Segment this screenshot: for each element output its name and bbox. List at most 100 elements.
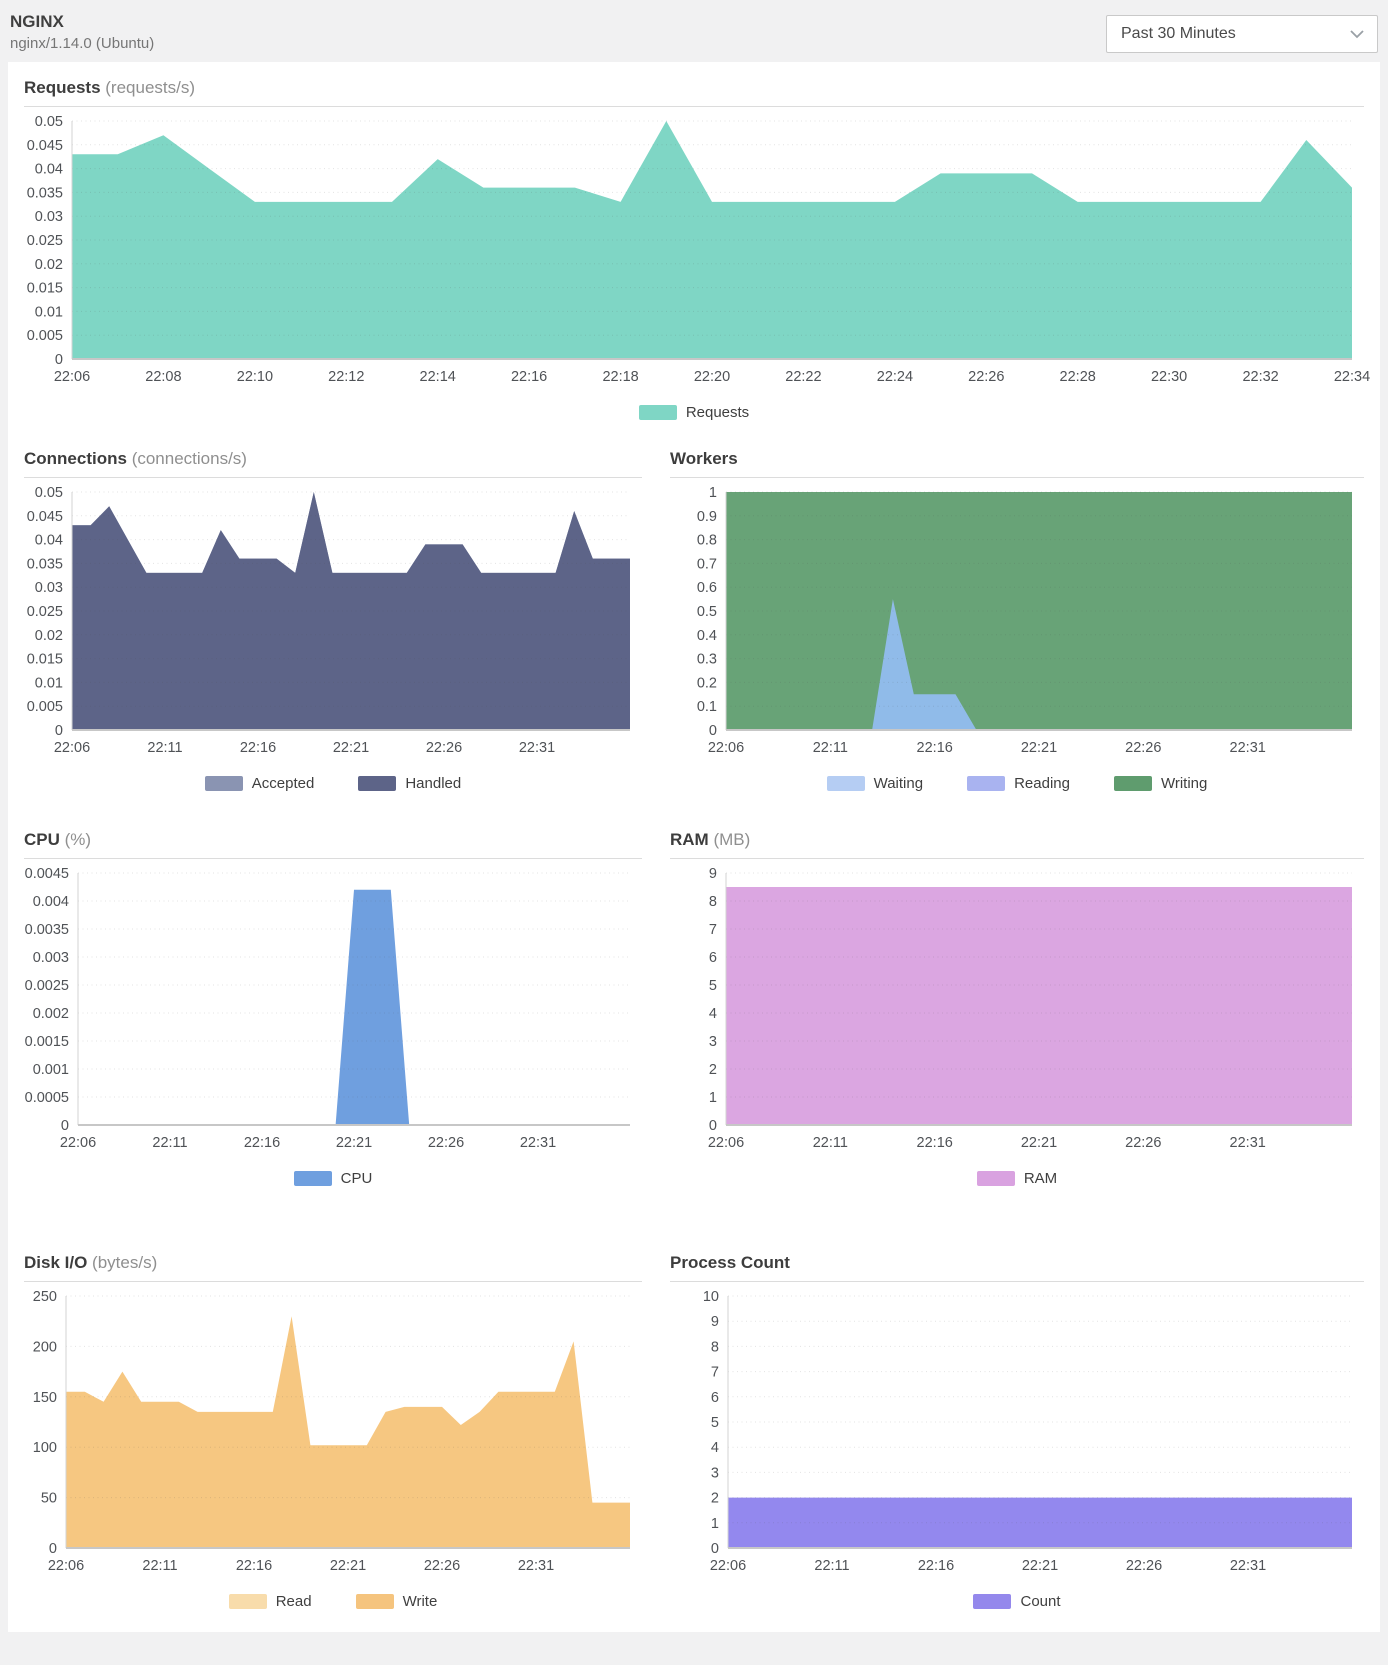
svg-text:0.2: 0.2 xyxy=(697,675,717,691)
svg-text:22:18: 22:18 xyxy=(602,369,638,385)
svg-text:8: 8 xyxy=(709,894,717,910)
legend-swatch xyxy=(228,1593,267,1609)
svg-text:22:11: 22:11 xyxy=(147,740,182,756)
workers-chart-legend: Waiting Reading Writing xyxy=(670,774,1364,792)
svg-text:0: 0 xyxy=(49,1541,57,1557)
legend-item-waiting[interactable]: Waiting xyxy=(826,774,924,792)
svg-text:10: 10 xyxy=(703,1289,719,1305)
svg-text:22:20: 22:20 xyxy=(694,369,730,385)
ram-chart-section: RAM (MB) 9 8 7 6 5 4 3 2 1 0 22:06 22:11 22:16 22:21 2… xyxy=(670,826,1364,1197)
svg-text:2: 2 xyxy=(711,1491,719,1507)
svg-text:5: 5 xyxy=(709,978,717,994)
process-count-chart-legend: Count xyxy=(670,1592,1364,1610)
disk-io-chart-legend: Read Write xyxy=(24,1592,642,1610)
svg-text:22:16: 22:16 xyxy=(917,740,953,756)
svg-text:22:06: 22:06 xyxy=(48,1558,84,1574)
svg-text:22:11: 22:11 xyxy=(814,1558,849,1574)
ram-chart-legend: RAM xyxy=(670,1169,1364,1187)
svg-text:22:16: 22:16 xyxy=(236,1558,272,1574)
legend-item-writing[interactable]: Writing xyxy=(1113,775,1207,792)
app-subtitle: nginx/1.14.0 (Ubuntu) xyxy=(10,35,155,52)
chevron-down-icon xyxy=(1350,29,1364,39)
legend-item-requests[interactable]: Requests xyxy=(638,404,749,421)
process-count-chart: 10 9 8 7 6 5 4 3 2 1 0 22:06 22:11 22:16 22:21 22:26 22:… xyxy=(670,1288,1364,1578)
legend-item-reading[interactable]: Reading xyxy=(967,775,1070,792)
svg-text:0.002: 0.002 xyxy=(33,1006,69,1022)
legend-swatch xyxy=(976,1170,1015,1186)
legend-item-cpu[interactable]: CPU xyxy=(293,1169,373,1187)
requests-chart-section: Requests (requests/s) 0.05 0.045 0.04 0.035… xyxy=(24,74,1370,421)
svg-text:0.045: 0.045 xyxy=(27,509,63,525)
cpu-chart: 0.0045 0.004 0.0035 0.003 0.0025 0.002 0.0015 0… xyxy=(24,865,642,1155)
chart-title-text: CPU xyxy=(24,830,60,849)
legend-label: Read xyxy=(275,1592,312,1610)
dashboard-panel: Requests (requests/s) 0.05 0.045 0.04 0.035… xyxy=(8,62,1380,1632)
svg-text:6: 6 xyxy=(711,1390,719,1406)
svg-text:22:31: 22:31 xyxy=(518,1558,554,1574)
time-range-select[interactable]: Past 30 Minutes xyxy=(1106,15,1378,53)
svg-text:0.045: 0.045 xyxy=(27,138,63,154)
requests-chart-legend: Requests xyxy=(24,403,1364,421)
legend-item-write[interactable]: Write xyxy=(355,1593,437,1610)
legend-label: Accepted xyxy=(251,774,315,792)
cpu-chart-legend: CPU xyxy=(24,1169,642,1187)
chart-title-text: Disk I/O xyxy=(24,1253,88,1272)
svg-text:0.003: 0.003 xyxy=(33,950,69,966)
svg-text:22:11: 22:11 xyxy=(142,1558,177,1574)
ram-chart: 9 8 7 6 5 4 3 2 1 0 22:06 22:11 22:16 22:21 22:26 22:31 xyxy=(670,865,1364,1155)
legend-label: CPU xyxy=(340,1169,373,1187)
svg-text:1: 1 xyxy=(709,485,717,501)
time-range-value: Past 30 Minutes xyxy=(1121,25,1236,42)
svg-text:5: 5 xyxy=(711,1415,719,1431)
svg-text:0: 0 xyxy=(709,723,717,739)
svg-text:22:16: 22:16 xyxy=(240,740,276,756)
svg-text:0.005: 0.005 xyxy=(27,328,63,344)
svg-text:0.3: 0.3 xyxy=(697,652,717,668)
svg-text:0.0035: 0.0035 xyxy=(25,922,69,938)
legend-item-read[interactable]: Read xyxy=(228,1592,312,1610)
page-header: NGINX nginx/1.14.0 (Ubuntu) Past 30 Minu… xyxy=(0,0,1388,62)
svg-text:22:06: 22:06 xyxy=(54,740,90,756)
svg-text:22:16: 22:16 xyxy=(918,1558,954,1574)
svg-text:9: 9 xyxy=(711,1314,719,1330)
legend-swatch xyxy=(358,775,397,791)
legend-label: Handled xyxy=(405,774,462,792)
legend-item-count[interactable]: Count xyxy=(973,1592,1061,1610)
svg-text:22:22: 22:22 xyxy=(785,369,821,385)
svg-text:22:30: 22:30 xyxy=(1151,369,1187,385)
svg-text:0.03: 0.03 xyxy=(35,580,63,596)
legend-label: Waiting xyxy=(873,774,924,792)
svg-text:0: 0 xyxy=(709,1118,717,1134)
disk-plot: 250 200 150 100 50 022:06 22:11 22:16 22:21 22:26… xyxy=(33,1289,630,1574)
svg-text:0.0005: 0.0005 xyxy=(25,1090,69,1106)
workers-plot: 1 0.9 0.8 0.7 0.6 0.5 0.4 0.3 0.2 0.1 022:06 22:11 2… xyxy=(697,485,1352,756)
svg-text:0.04: 0.04 xyxy=(35,162,63,178)
svg-text:1: 1 xyxy=(709,1090,717,1106)
legend-item-ram[interactable]: RAM xyxy=(976,1170,1057,1187)
connections-plot: 0.05 0.045 0.04 0.035 0.03 0.025 0.02 0.015 0.01… xyxy=(27,485,630,756)
svg-text:22:21: 22:21 xyxy=(1021,1135,1057,1151)
legend-swatch xyxy=(1113,775,1152,791)
legend-item-handled[interactable]: Handled xyxy=(358,775,461,792)
legend-item-accepted[interactable]: Accepted xyxy=(204,774,315,792)
svg-text:0.0025: 0.0025 xyxy=(25,978,69,994)
svg-text:0: 0 xyxy=(55,352,63,368)
svg-text:22:06: 22:06 xyxy=(708,1135,744,1151)
svg-text:0.025: 0.025 xyxy=(27,604,63,620)
legend-label: Count xyxy=(1020,1592,1061,1610)
connections-chart-title: Connections (connections/s) xyxy=(24,445,642,478)
chart-unit-text: (MB) xyxy=(713,830,751,849)
svg-text:50: 50 xyxy=(41,1491,57,1507)
svg-text:4: 4 xyxy=(709,1006,717,1022)
chart-unit-text: (bytes/s) xyxy=(92,1253,158,1272)
svg-text:22:11: 22:11 xyxy=(152,1135,187,1151)
svg-text:0.9: 0.9 xyxy=(697,509,717,525)
svg-text:22:26: 22:26 xyxy=(968,369,1004,385)
chart-unit-text: (connections/s) xyxy=(131,449,247,468)
svg-text:150: 150 xyxy=(33,1390,57,1406)
requests-chart: 0.05 0.045 0.04 0.035 0.03 0.025 0.02 0.015 0.01… xyxy=(24,113,1370,389)
svg-text:3: 3 xyxy=(711,1465,719,1481)
chart-title-text: Process Count xyxy=(670,1253,790,1272)
ram-chart-title: RAM (MB) xyxy=(670,826,1364,859)
svg-text:0.0045: 0.0045 xyxy=(25,866,69,882)
